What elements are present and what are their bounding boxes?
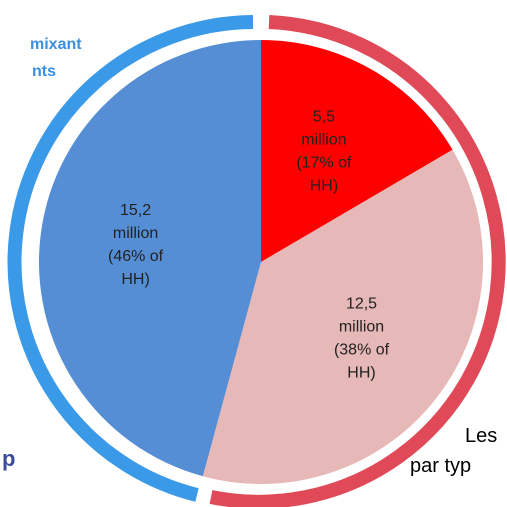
- data-label-line: 15,2: [120, 202, 151, 219]
- data-label: 12,5 million (38% of HH): [334, 296, 390, 382]
- data-label-line: (46% of: [108, 248, 164, 265]
- annotation: Les par typ: [410, 425, 497, 477]
- data-label-line: million: [113, 225, 158, 242]
- data-label-line: HH): [347, 365, 375, 382]
- data-label-line: million: [301, 132, 346, 149]
- data-label-line: HH): [310, 178, 338, 195]
- data-label-line: 5,5: [313, 109, 335, 126]
- data-label-line: million: [339, 319, 384, 336]
- data-label-line: (38% of: [334, 342, 390, 359]
- annotation-line: nts: [32, 63, 56, 80]
- data-label-line: 12,5: [346, 296, 377, 313]
- annotation: mixant nts: [30, 36, 82, 80]
- annotation-line: par typ: [410, 455, 471, 477]
- data-label: 5,5 million (17% of HH): [296, 109, 352, 195]
- pie-slice: [202, 149, 484, 484]
- pie: [39, 40, 484, 484]
- annotation-line: p: [2, 446, 15, 471]
- data-label-line: HH): [121, 271, 149, 288]
- data-label-line: (17% of: [296, 155, 352, 172]
- pie-slice: [261, 40, 453, 262]
- outer-ring-blue: [7, 15, 254, 502]
- pie-slice: [39, 40, 262, 477]
- annotation-line: mixant: [30, 36, 82, 53]
- annotation-line: Les: [465, 425, 497, 447]
- data-label: 15,2 million (46% of HH): [108, 202, 164, 288]
- annotation: p: [2, 446, 15, 471]
- outer-ring-red: [209, 15, 506, 507]
